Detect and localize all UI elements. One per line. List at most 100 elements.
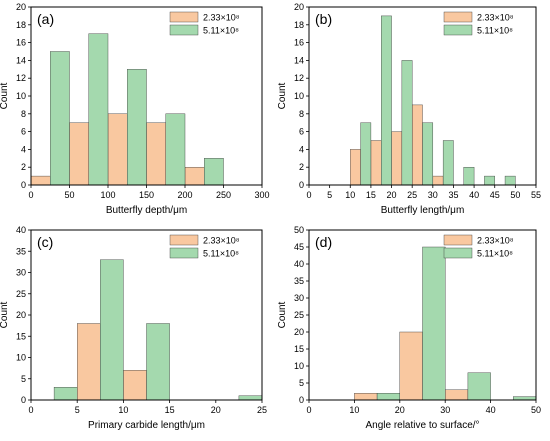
x-tick-label: 0 [28, 190, 33, 200]
chart-panel-1: 0 50 100 150 200 250 300 0 2 4 6 8 10 12 14 16 18 20 Butte… [0, 2, 270, 216]
y-axis-label: Count [277, 301, 288, 328]
x-tick-label: 20 [387, 190, 397, 200]
x-tick-label: 40 [469, 190, 479, 200]
bar-series-a [107, 113, 128, 186]
y-tick-label: 0 [21, 180, 26, 190]
bar-series-b [401, 60, 413, 186]
bar-series-a [184, 166, 205, 186]
y-tick-label: 16 [16, 38, 26, 48]
legend-label: 2.33×10⁸ [203, 236, 240, 246]
bar-series-b [467, 372, 491, 401]
y-tick-label: 30 [294, 293, 304, 303]
x-tick-label: 10 [118, 405, 128, 415]
x-axis-label: Butterfly depth/μm [106, 205, 187, 216]
panel-label: (b) [315, 11, 332, 27]
y-tick-label: 20 [16, 310, 26, 320]
y-tick-label: 5 [299, 378, 304, 388]
x-tick-label: 50 [64, 190, 74, 200]
y-tick-label: 10 [16, 91, 26, 101]
bar-series-b [484, 175, 495, 186]
y-axis-label: Count [0, 82, 10, 109]
y-tick-label: 14 [294, 55, 304, 65]
bar-series-b [146, 323, 170, 401]
x-tick-label: 10 [345, 190, 355, 200]
chart-panel-2: 0 5 10 15 20 25 30 35 40 45 50 55 0 2 4 6 8 10 12 14 16 18 20 B… [277, 2, 541, 216]
bar-series-a [445, 389, 469, 401]
y-axis-label: Count [0, 301, 10, 328]
bar-series-b [422, 246, 446, 401]
x-axis-label: Primary carbide length/μm [88, 420, 205, 431]
x-axis-label: Butterfly length/μm [381, 205, 465, 216]
y-tick-label: 15 [294, 344, 304, 354]
x-tick-label: 150 [139, 190, 154, 200]
bar-series-a [391, 131, 403, 186]
y-tick-label: 15 [16, 331, 26, 341]
x-tick-label: 50 [531, 405, 541, 415]
y-tick-label: 45 [294, 242, 304, 252]
x-axis-label: Angle relative to surface/° [365, 420, 479, 431]
y-tick-label: 25 [294, 310, 304, 320]
panel-label: (d) [315, 234, 332, 250]
y-tick-label: 25 [16, 289, 26, 299]
x-tick-label: 0 [306, 190, 311, 200]
y-tick-label: 10 [294, 361, 304, 371]
x-tick-label: 200 [177, 190, 192, 200]
legend-label: 5.11×10⁸ [203, 26, 239, 36]
y-tick-label: 5 [21, 374, 26, 384]
y-tick-label: 20 [16, 2, 26, 12]
bar-series-b [165, 113, 186, 186]
x-tick-label: 300 [254, 190, 269, 200]
y-tick-label: 20 [294, 327, 304, 337]
legend-label: 5.11×10⁸ [477, 249, 513, 259]
x-tick-label: 30 [428, 190, 438, 200]
x-tick-label: 25 [257, 405, 267, 415]
y-tick-label: 12 [294, 73, 304, 83]
bar-series-a [411, 104, 423, 186]
y-tick-label: 2 [299, 162, 304, 172]
bar-series-a [30, 175, 51, 186]
bar-series-a [350, 149, 361, 186]
x-tick-label: 30 [440, 405, 450, 415]
y-tick-label: 14 [16, 55, 26, 65]
x-tick-label: 5 [75, 405, 80, 415]
x-tick-label: 25 [407, 190, 417, 200]
x-tick-label: 0 [306, 405, 311, 415]
y-tick-label: 16 [294, 38, 304, 48]
x-tick-label: 10 [349, 405, 359, 415]
bar-series-b [53, 387, 78, 401]
bar-series-b [442, 140, 454, 186]
y-tick-label: 10 [294, 91, 304, 101]
y-tick-label: 10 [16, 353, 26, 363]
bar-series-b [50, 51, 70, 186]
bar-series-b [88, 33, 109, 186]
bar-series-b [422, 122, 434, 186]
x-tick-label: 50 [510, 190, 520, 200]
bar-series-a [399, 331, 423, 401]
legend-swatch-series-a [443, 11, 473, 23]
bar-series-b [381, 15, 392, 186]
y-tick-label: 6 [299, 127, 304, 137]
bar-series-b [204, 158, 224, 186]
y-tick-label: 20 [294, 2, 304, 12]
legend-label: 2.33×10⁸ [203, 13, 240, 23]
x-tick-label: 35 [448, 190, 458, 200]
legend-swatch-series-b [169, 24, 199, 36]
y-tick-label: 40 [16, 225, 26, 235]
x-tick-label: 55 [531, 190, 541, 200]
y-tick-label: 0 [299, 180, 304, 190]
bar-series-b [513, 396, 537, 401]
y-tick-label: 0 [299, 395, 304, 405]
y-tick-label: 8 [299, 109, 304, 119]
legend-swatch-series-b [169, 247, 199, 259]
y-tick-label: 8 [21, 109, 26, 119]
legend-swatch-series-a [169, 11, 199, 23]
bar-series-a [123, 370, 147, 401]
x-tick-label: 20 [395, 405, 405, 415]
legend-swatch-series-b [443, 24, 473, 36]
y-tick-label: 18 [16, 20, 26, 30]
x-tick-label: 250 [216, 190, 231, 200]
x-tick-label: 15 [165, 405, 175, 415]
x-tick-label: 0 [28, 405, 33, 415]
bar-series-b [504, 175, 516, 186]
